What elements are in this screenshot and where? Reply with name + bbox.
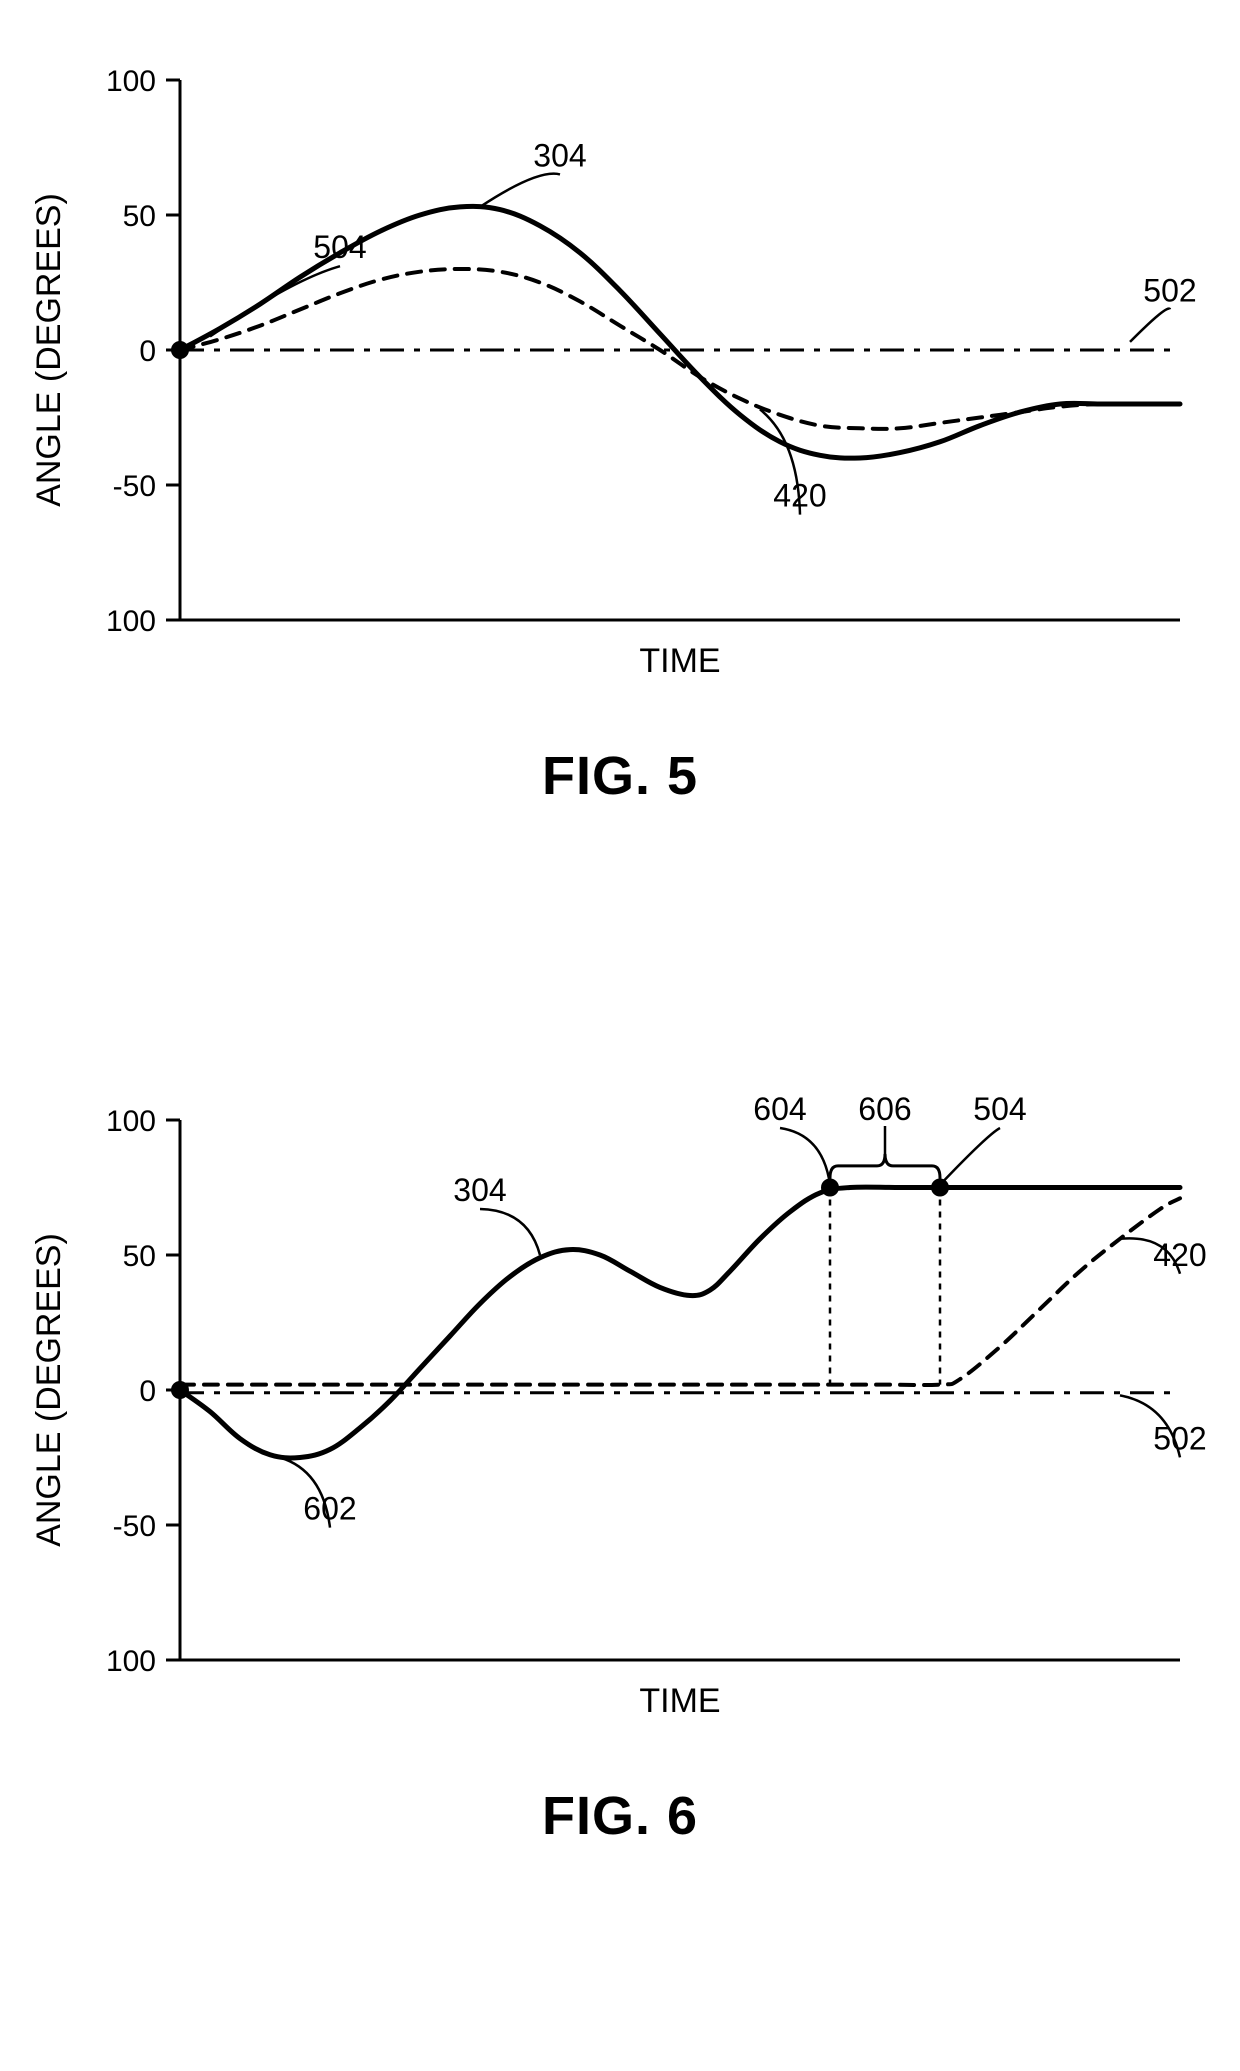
- svg-text:TIME: TIME: [639, 1682, 720, 1720]
- figure-5-wrap: 100 50 0 -50 100 TIME ANGLE (DEGREES) 504 304 502…: [0, 20, 1240, 920]
- svg-text:304: 304: [533, 137, 586, 173]
- svg-text:606: 606: [858, 1091, 911, 1127]
- page: 100 50 0 -50 100 TIME ANGLE (DEGREES) 504 304 502…: [0, 0, 1240, 2071]
- svg-text:ANGLE (DEGREES): ANGLE (DEGREES): [30, 193, 68, 507]
- svg-text:100: 100: [106, 1645, 156, 1678]
- fig5-title: FIG. 5: [0, 745, 1240, 807]
- svg-text:-50: -50: [113, 470, 156, 503]
- fig6-title: FIG. 6: [0, 1785, 1240, 1847]
- svg-text:100: 100: [106, 605, 156, 638]
- svg-text:50: 50: [123, 200, 156, 233]
- svg-text:420: 420: [773, 478, 826, 514]
- svg-text:50: 50: [123, 1240, 156, 1273]
- svg-text:100: 100: [106, 65, 156, 98]
- svg-text:602: 602: [303, 1491, 356, 1527]
- svg-text:ANGLE (DEGREES): ANGLE (DEGREES): [30, 1233, 68, 1547]
- svg-text:0: 0: [139, 335, 156, 368]
- fig5-chart: 100 50 0 -50 100 TIME ANGLE (DEGREES) 504 304 502…: [0, 20, 1240, 740]
- svg-text:420: 420: [1153, 1237, 1206, 1273]
- svg-text:-50: -50: [113, 1510, 156, 1543]
- fig6-chart: 100 50 0 -50 100 TIME ANGLE (DEGREES) 602 304 604…: [0, 1060, 1240, 1780]
- svg-text:504: 504: [973, 1091, 1026, 1127]
- svg-text:504: 504: [313, 229, 366, 265]
- svg-text:TIME: TIME: [639, 642, 720, 680]
- figure-6-wrap: 100 50 0 -50 100 TIME ANGLE (DEGREES) 602 304 604…: [0, 1060, 1240, 1960]
- svg-text:0: 0: [139, 1375, 156, 1408]
- svg-text:604: 604: [753, 1091, 806, 1127]
- svg-text:100: 100: [106, 1105, 156, 1138]
- svg-text:502: 502: [1153, 1420, 1206, 1456]
- svg-text:304: 304: [453, 1172, 506, 1208]
- svg-text:502: 502: [1143, 272, 1196, 308]
